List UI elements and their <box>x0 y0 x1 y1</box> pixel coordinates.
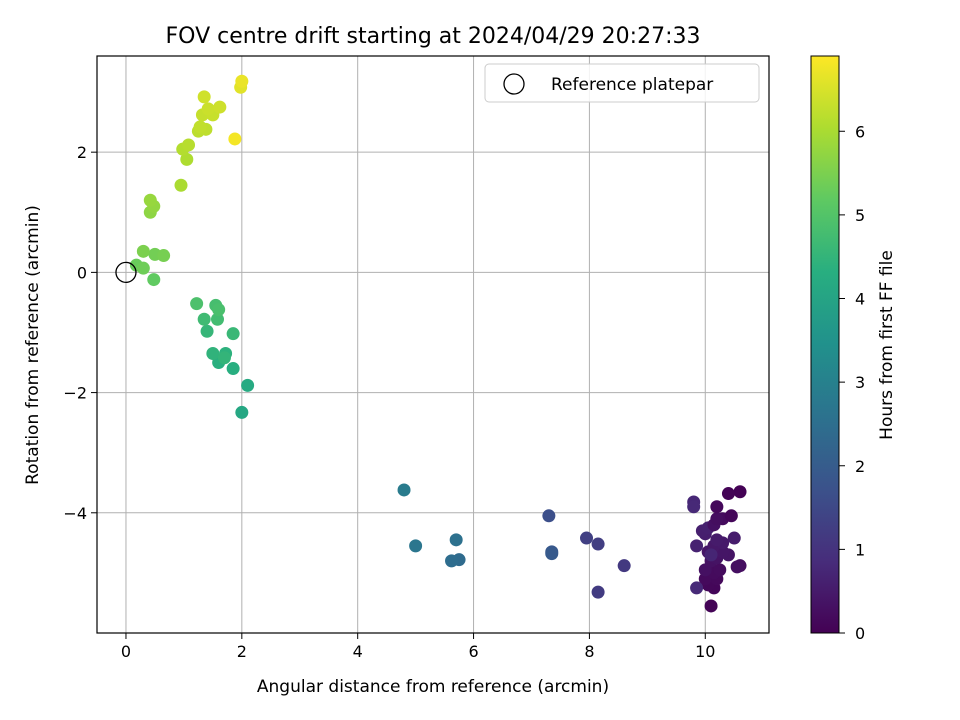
colorbar-label: Hours from first FF file <box>877 250 897 440</box>
scatter-point <box>591 585 605 599</box>
scatter-point <box>143 193 157 207</box>
scatter-point <box>687 500 701 514</box>
data-points <box>129 74 747 613</box>
x-tick-label: 0 <box>121 642 131 661</box>
scatter-point <box>136 261 150 275</box>
scatter-point <box>730 560 744 574</box>
scatter-point <box>228 132 242 146</box>
reference-marker <box>115 261 137 284</box>
y-axis-label: Rotation from reference (arcmin) <box>23 205 43 485</box>
scatter-point <box>542 509 556 523</box>
y-tick-label: −4 <box>63 504 87 523</box>
x-tick-label: 10 <box>695 642 715 661</box>
scatter-point <box>197 312 211 326</box>
scatter-point <box>710 500 724 514</box>
scatter-point <box>690 581 704 595</box>
scatter-point <box>190 297 204 311</box>
scatter-point <box>710 533 724 547</box>
scatter-point <box>147 273 161 287</box>
scatter-point <box>704 548 718 562</box>
legend: Reference platepar <box>484 63 760 103</box>
scatter-point <box>182 138 196 152</box>
legend-marker-icon <box>503 73 525 95</box>
scatter-point <box>210 312 224 326</box>
scatter-point <box>206 347 220 361</box>
scatter-point <box>704 599 718 613</box>
y-tick-label: −2 <box>63 384 87 403</box>
colorbar-ticks: 0 1 2 3 4 5 6 <box>839 122 865 643</box>
scatter-point <box>727 531 741 545</box>
scatter-point <box>724 509 738 523</box>
colorbar-tick-label: 0 <box>855 624 865 643</box>
y-tick-label: 0 <box>77 263 87 282</box>
scatter-point <box>580 531 594 545</box>
grid-lines <box>97 56 769 633</box>
colorbar: 0 1 2 3 4 5 6 Hours from first FF file <box>810 55 897 643</box>
scatter-point <box>136 244 150 258</box>
scatter-point <box>226 327 240 341</box>
scatter-point <box>226 362 240 376</box>
scatter-point <box>200 324 214 338</box>
scatter-point <box>617 559 631 573</box>
scatter-point <box>174 178 188 192</box>
scatter-point <box>201 102 215 116</box>
scatter-point <box>409 539 423 553</box>
scatter-point <box>180 152 194 166</box>
scatter-point <box>241 378 255 392</box>
scatter-point <box>545 547 559 561</box>
scatter-point <box>710 512 724 526</box>
colorbar-tick-label: 5 <box>855 206 865 225</box>
colorbar-tick-label: 2 <box>855 457 865 476</box>
scatter-point <box>733 485 747 499</box>
scatter-point <box>157 249 171 263</box>
scatter-point <box>713 563 727 577</box>
y-axis-ticks: −4 −2 0 2 <box>63 143 97 523</box>
x-axis-label: Angular distance from reference (arcmin) <box>257 677 609 697</box>
scatter-point <box>235 74 249 88</box>
colorbar-tick-label: 6 <box>855 122 865 141</box>
scatter-point <box>217 351 231 365</box>
scatter-point <box>445 554 459 568</box>
plot-frame <box>96 55 770 634</box>
y-tick-label: 2 <box>77 143 87 162</box>
scatter-point <box>213 100 227 114</box>
chart-title: FOV centre drift starting at 2024/04/29 … <box>166 24 701 49</box>
x-axis-ticks: 0 2 4 6 8 10 <box>121 633 715 661</box>
scatter-point <box>690 539 704 553</box>
reference-point <box>115 261 137 284</box>
scatter-point <box>721 487 735 501</box>
scatter-point <box>397 483 411 497</box>
x-tick-label: 6 <box>468 642 478 661</box>
scatter-point <box>591 537 605 551</box>
scatter-point <box>235 405 249 419</box>
colorbar-gradient <box>810 55 840 634</box>
colorbar-tick-label: 4 <box>855 290 865 309</box>
legend-box <box>484 63 760 103</box>
x-tick-label: 4 <box>353 642 363 661</box>
scatter-point <box>212 303 226 317</box>
x-tick-label: 8 <box>584 642 594 661</box>
legend-entry-label: Reference platepar <box>551 75 713 95</box>
scatter-point <box>197 90 211 104</box>
x-tick-label: 2 <box>237 642 247 661</box>
colorbar-tick-label: 1 <box>855 540 865 559</box>
scatter-point <box>449 533 463 547</box>
scatter-point <box>193 120 207 134</box>
colorbar-tick-label: 3 <box>855 373 865 392</box>
